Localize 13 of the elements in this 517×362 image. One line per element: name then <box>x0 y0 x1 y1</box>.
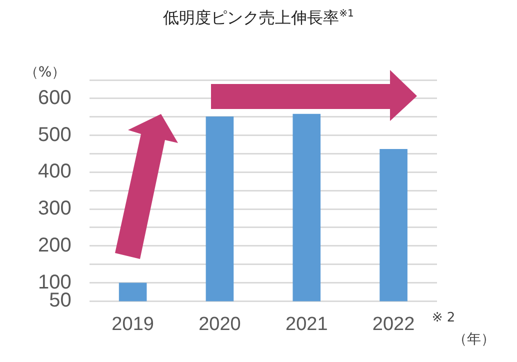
x-axis-title: （年） <box>453 332 495 348</box>
y-tick-label: 200 <box>38 234 72 256</box>
y-tick-label: 500 <box>38 124 72 146</box>
x-tick-label: 2022 <box>372 314 415 335</box>
y-tick-label: 600 <box>38 86 72 109</box>
y-axis-title: （%） <box>24 64 66 81</box>
x-tick-label: 2020 <box>198 314 241 335</box>
x-tick-label: 2019 <box>112 314 154 335</box>
y-tick-label: 300 <box>38 198 72 220</box>
x-tick-label: 2021 <box>286 314 328 335</box>
annotation: ※ 2 <box>432 310 456 326</box>
chart-title: 低明度ピンク売上伸長率$^{※1}$ <box>162 8 355 29</box>
y-tick-label: 400 <box>38 160 72 183</box>
